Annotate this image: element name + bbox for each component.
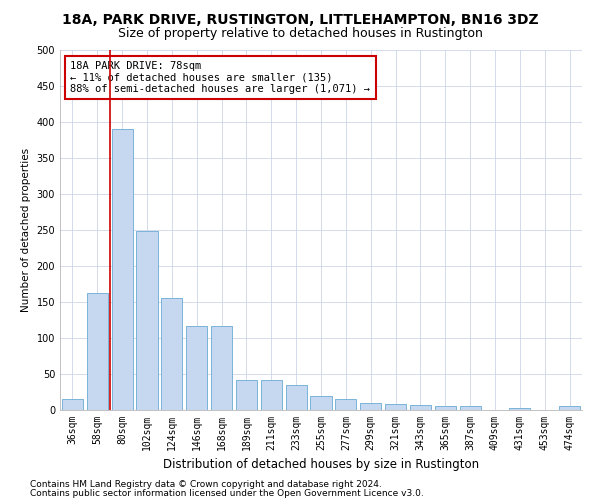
Bar — [186, 326, 207, 410]
Text: Contains public sector information licensed under the Open Government Licence v3: Contains public sector information licen… — [30, 489, 424, 498]
Bar — [62, 399, 83, 410]
Bar — [435, 406, 456, 410]
Bar — [211, 326, 232, 410]
Bar — [286, 385, 307, 410]
Text: 18A, PARK DRIVE, RUSTINGTON, LITTLEHAMPTON, BN16 3DZ: 18A, PARK DRIVE, RUSTINGTON, LITTLEHAMPT… — [62, 12, 538, 26]
Bar — [236, 380, 257, 410]
X-axis label: Distribution of detached houses by size in Rustington: Distribution of detached houses by size … — [163, 458, 479, 471]
Bar — [310, 396, 332, 410]
Text: Contains HM Land Registry data © Crown copyright and database right 2024.: Contains HM Land Registry data © Crown c… — [30, 480, 382, 489]
Bar — [360, 403, 381, 410]
Bar — [410, 405, 431, 410]
Bar — [559, 406, 580, 410]
Bar — [87, 292, 108, 410]
Bar — [161, 298, 182, 410]
Bar — [509, 408, 530, 410]
Text: Size of property relative to detached houses in Rustington: Size of property relative to detached ho… — [118, 28, 482, 40]
Bar — [261, 380, 282, 410]
Bar — [335, 399, 356, 410]
Bar — [136, 232, 158, 410]
Text: 18A PARK DRIVE: 78sqm
← 11% of detached houses are smaller (135)
88% of semi-det: 18A PARK DRIVE: 78sqm ← 11% of detached … — [70, 61, 370, 94]
Bar — [112, 129, 133, 410]
Bar — [460, 406, 481, 410]
Bar — [385, 404, 406, 410]
Y-axis label: Number of detached properties: Number of detached properties — [21, 148, 31, 312]
